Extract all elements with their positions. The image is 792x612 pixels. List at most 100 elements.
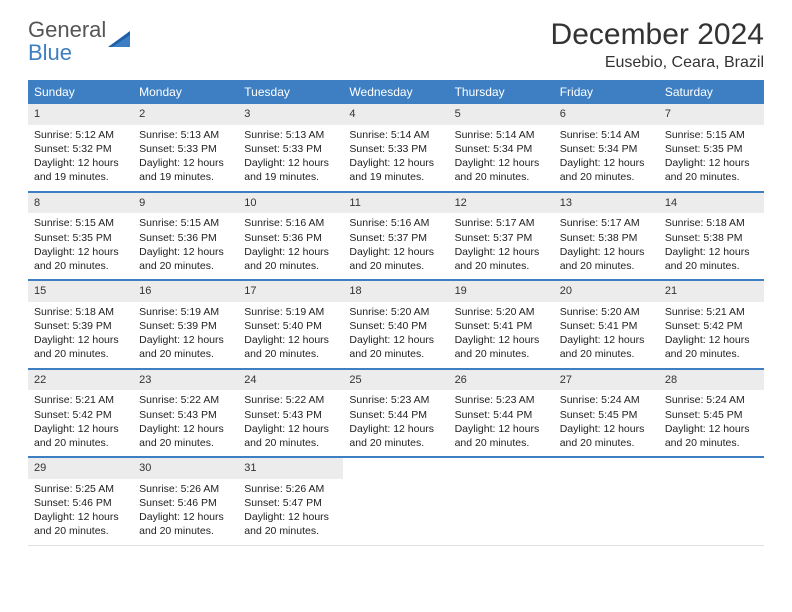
day-number: 31 bbox=[238, 458, 343, 479]
calendar-day-cell: 27Sunrise: 5:24 AMSunset: 5:45 PMDayligh… bbox=[554, 369, 659, 458]
day-body: Sunrise: 5:22 AMSunset: 5:43 PMDaylight:… bbox=[238, 390, 343, 456]
day-body: Sunrise: 5:15 AMSunset: 5:35 PMDaylight:… bbox=[659, 125, 764, 191]
calendar-day-cell: 8Sunrise: 5:15 AMSunset: 5:35 PMDaylight… bbox=[28, 192, 133, 281]
weekday-header: Monday bbox=[133, 80, 238, 104]
calendar-day-cell: 28Sunrise: 5:24 AMSunset: 5:45 PMDayligh… bbox=[659, 369, 764, 458]
title-block: December 2024 Eusebio, Ceara, Brazil bbox=[551, 18, 764, 72]
calendar-day-cell: 21Sunrise: 5:21 AMSunset: 5:42 PMDayligh… bbox=[659, 280, 764, 369]
day-number: 27 bbox=[554, 370, 659, 391]
calendar-day-cell: 26Sunrise: 5:23 AMSunset: 5:44 PMDayligh… bbox=[449, 369, 554, 458]
day-number: 19 bbox=[449, 281, 554, 302]
day-body: Sunrise: 5:25 AMSunset: 5:46 PMDaylight:… bbox=[28, 479, 133, 545]
day-number: 14 bbox=[659, 193, 764, 214]
day-body: Sunrise: 5:24 AMSunset: 5:45 PMDaylight:… bbox=[659, 390, 764, 456]
day-body: Sunrise: 5:18 AMSunset: 5:39 PMDaylight:… bbox=[28, 302, 133, 368]
calendar-day-cell: 31Sunrise: 5:26 AMSunset: 5:47 PMDayligh… bbox=[238, 457, 343, 545]
calendar-body: 1Sunrise: 5:12 AMSunset: 5:32 PMDaylight… bbox=[28, 104, 764, 545]
day-number: 24 bbox=[238, 370, 343, 391]
day-number: 9 bbox=[133, 193, 238, 214]
weekday-header: Wednesday bbox=[343, 80, 448, 104]
calendar-week-row: 29Sunrise: 5:25 AMSunset: 5:46 PMDayligh… bbox=[28, 457, 764, 545]
day-body: Sunrise: 5:14 AMSunset: 5:34 PMDaylight:… bbox=[554, 125, 659, 191]
calendar-day-cell: 1Sunrise: 5:12 AMSunset: 5:32 PMDaylight… bbox=[28, 104, 133, 192]
day-number: 28 bbox=[659, 370, 764, 391]
weekday-header: Tuesday bbox=[238, 80, 343, 104]
day-number: 25 bbox=[343, 370, 448, 391]
weekday-header: Sunday bbox=[28, 80, 133, 104]
day-body: Sunrise: 5:17 AMSunset: 5:38 PMDaylight:… bbox=[554, 213, 659, 279]
calendar-day-cell: 15Sunrise: 5:18 AMSunset: 5:39 PMDayligh… bbox=[28, 280, 133, 369]
day-body: Sunrise: 5:22 AMSunset: 5:43 PMDaylight:… bbox=[133, 390, 238, 456]
day-body: Sunrise: 5:21 AMSunset: 5:42 PMDaylight:… bbox=[659, 302, 764, 368]
weekday-header: Saturday bbox=[659, 80, 764, 104]
calendar-day-cell: 10Sunrise: 5:16 AMSunset: 5:36 PMDayligh… bbox=[238, 192, 343, 281]
calendar-day-cell: 16Sunrise: 5:19 AMSunset: 5:39 PMDayligh… bbox=[133, 280, 238, 369]
day-number: 10 bbox=[238, 193, 343, 214]
calendar-day-cell: 9Sunrise: 5:15 AMSunset: 5:36 PMDaylight… bbox=[133, 192, 238, 281]
calendar-day-cell: 29Sunrise: 5:25 AMSunset: 5:46 PMDayligh… bbox=[28, 457, 133, 545]
day-body: Sunrise: 5:18 AMSunset: 5:38 PMDaylight:… bbox=[659, 213, 764, 279]
calendar-day-cell: 5Sunrise: 5:14 AMSunset: 5:34 PMDaylight… bbox=[449, 104, 554, 192]
day-body: Sunrise: 5:19 AMSunset: 5:40 PMDaylight:… bbox=[238, 302, 343, 368]
day-body: Sunrise: 5:13 AMSunset: 5:33 PMDaylight:… bbox=[238, 125, 343, 191]
calendar-day-cell: 4Sunrise: 5:14 AMSunset: 5:33 PMDaylight… bbox=[343, 104, 448, 192]
day-body: Sunrise: 5:15 AMSunset: 5:36 PMDaylight:… bbox=[133, 213, 238, 279]
day-number: 1 bbox=[28, 104, 133, 125]
header: General Blue December 2024 Eusebio, Cear… bbox=[28, 18, 764, 72]
calendar-day-cell bbox=[659, 457, 764, 545]
day-body: Sunrise: 5:14 AMSunset: 5:34 PMDaylight:… bbox=[449, 125, 554, 191]
calendar-day-cell: 23Sunrise: 5:22 AMSunset: 5:43 PMDayligh… bbox=[133, 369, 238, 458]
calendar-day-cell: 24Sunrise: 5:22 AMSunset: 5:43 PMDayligh… bbox=[238, 369, 343, 458]
day-number: 15 bbox=[28, 281, 133, 302]
day-number: 8 bbox=[28, 193, 133, 214]
day-number: 30 bbox=[133, 458, 238, 479]
logo: General Blue bbox=[28, 18, 134, 64]
triangle-icon bbox=[108, 29, 134, 55]
calendar-day-cell: 2Sunrise: 5:13 AMSunset: 5:33 PMDaylight… bbox=[133, 104, 238, 192]
day-body: Sunrise: 5:23 AMSunset: 5:44 PMDaylight:… bbox=[343, 390, 448, 456]
day-number: 4 bbox=[343, 104, 448, 125]
day-number: 18 bbox=[343, 281, 448, 302]
month-title: December 2024 bbox=[551, 18, 764, 52]
day-body: Sunrise: 5:13 AMSunset: 5:33 PMDaylight:… bbox=[133, 125, 238, 191]
day-number: 16 bbox=[133, 281, 238, 302]
calendar-week-row: 8Sunrise: 5:15 AMSunset: 5:35 PMDaylight… bbox=[28, 192, 764, 281]
day-body: Sunrise: 5:21 AMSunset: 5:42 PMDaylight:… bbox=[28, 390, 133, 456]
logo-line1: General bbox=[28, 17, 106, 42]
calendar-week-row: 1Sunrise: 5:12 AMSunset: 5:32 PMDaylight… bbox=[28, 104, 764, 192]
day-body: Sunrise: 5:14 AMSunset: 5:33 PMDaylight:… bbox=[343, 125, 448, 191]
day-body: Sunrise: 5:19 AMSunset: 5:39 PMDaylight:… bbox=[133, 302, 238, 368]
calendar-week-row: 15Sunrise: 5:18 AMSunset: 5:39 PMDayligh… bbox=[28, 280, 764, 369]
day-number: 17 bbox=[238, 281, 343, 302]
calendar-day-cell: 30Sunrise: 5:26 AMSunset: 5:46 PMDayligh… bbox=[133, 457, 238, 545]
calendar-day-cell: 13Sunrise: 5:17 AMSunset: 5:38 PMDayligh… bbox=[554, 192, 659, 281]
logo-line2: Blue bbox=[28, 40, 72, 65]
calendar-day-cell: 25Sunrise: 5:23 AMSunset: 5:44 PMDayligh… bbox=[343, 369, 448, 458]
day-number: 5 bbox=[449, 104, 554, 125]
day-number: 21 bbox=[659, 281, 764, 302]
logo-text: General Blue bbox=[28, 18, 106, 64]
day-number: 6 bbox=[554, 104, 659, 125]
weekday-header: Thursday bbox=[449, 80, 554, 104]
day-body: Sunrise: 5:23 AMSunset: 5:44 PMDaylight:… bbox=[449, 390, 554, 456]
calendar-day-cell: 6Sunrise: 5:14 AMSunset: 5:34 PMDaylight… bbox=[554, 104, 659, 192]
day-body: Sunrise: 5:26 AMSunset: 5:46 PMDaylight:… bbox=[133, 479, 238, 545]
day-body: Sunrise: 5:15 AMSunset: 5:35 PMDaylight:… bbox=[28, 213, 133, 279]
calendar-table: Sunday Monday Tuesday Wednesday Thursday… bbox=[28, 80, 764, 546]
day-number: 29 bbox=[28, 458, 133, 479]
day-body: Sunrise: 5:20 AMSunset: 5:41 PMDaylight:… bbox=[554, 302, 659, 368]
day-number: 22 bbox=[28, 370, 133, 391]
day-number: 26 bbox=[449, 370, 554, 391]
calendar-day-cell: 19Sunrise: 5:20 AMSunset: 5:41 PMDayligh… bbox=[449, 280, 554, 369]
calendar-day-cell: 17Sunrise: 5:19 AMSunset: 5:40 PMDayligh… bbox=[238, 280, 343, 369]
day-number: 3 bbox=[238, 104, 343, 125]
day-number: 11 bbox=[343, 193, 448, 214]
calendar-day-cell: 12Sunrise: 5:17 AMSunset: 5:37 PMDayligh… bbox=[449, 192, 554, 281]
day-number: 7 bbox=[659, 104, 764, 125]
day-body: Sunrise: 5:20 AMSunset: 5:41 PMDaylight:… bbox=[449, 302, 554, 368]
day-number: 20 bbox=[554, 281, 659, 302]
day-number: 12 bbox=[449, 193, 554, 214]
day-body: Sunrise: 5:12 AMSunset: 5:32 PMDaylight:… bbox=[28, 125, 133, 191]
calendar-day-cell: 3Sunrise: 5:13 AMSunset: 5:33 PMDaylight… bbox=[238, 104, 343, 192]
day-number: 13 bbox=[554, 193, 659, 214]
